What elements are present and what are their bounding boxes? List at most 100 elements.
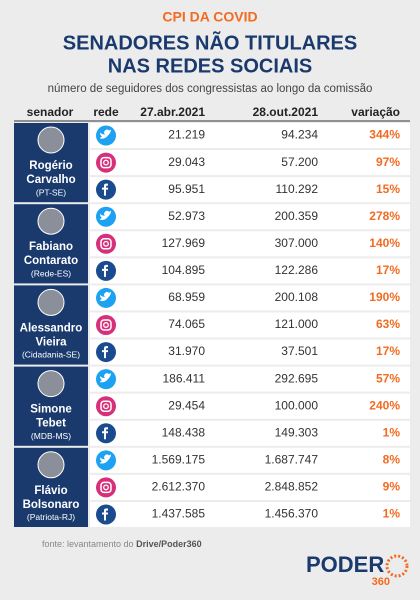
kicker: CPI DA COVID — [162, 9, 257, 25]
logo-sub: 360 — [372, 576, 390, 588]
subtitle: número de seguidores dos congressistas a… — [48, 83, 373, 95]
senator-party: (Cidadania-SE) — [22, 350, 80, 360]
variation: 57% — [376, 371, 400, 385]
icon-glyph — [100, 400, 112, 412]
follower-count: 29.043 — [168, 155, 205, 169]
senator-name: Fabiano — [29, 241, 73, 253]
row-bg — [90, 312, 410, 338]
row-bg — [90, 204, 410, 230]
follower-count: 1.456.370 — [265, 507, 319, 521]
title: NAS REDES SOCIAIS — [108, 55, 312, 77]
icon-glyph — [103, 159, 109, 166]
row-bg — [90, 501, 410, 527]
column-header: senador — [27, 105, 74, 119]
icon-glyph — [102, 183, 108, 196]
follower-count: 74.065 — [168, 317, 205, 331]
follower-count: 100.000 — [275, 398, 319, 412]
row-bg — [90, 420, 410, 446]
senator-party: (Rede-ES) — [31, 268, 71, 278]
icon-glyph — [100, 291, 111, 302]
network-icon — [96, 477, 116, 498]
variation: 17% — [376, 263, 400, 277]
follower-count: 95.951 — [168, 182, 205, 196]
senator-photo — [37, 126, 65, 154]
variation: 278% — [369, 209, 400, 223]
column-header: rede — [93, 105, 119, 119]
follower-count: 1.687.747 — [265, 453, 319, 467]
senator-party: (Patriota-RJ) — [27, 512, 75, 522]
row-bg — [90, 339, 410, 365]
follower-count: 104.895 — [162, 263, 206, 277]
senator-name: Flávio — [34, 485, 67, 497]
variation: 190% — [369, 290, 400, 304]
variation: 344% — [369, 128, 400, 142]
senator-photo — [37, 451, 65, 479]
follower-count: 148.438 — [162, 425, 206, 439]
variation: 1% — [383, 425, 401, 439]
network-icon — [96, 396, 116, 417]
title: SENADORES NÃO TITULARES — [63, 31, 357, 54]
icon-glyph — [100, 454, 111, 464]
senator-name: Tebet — [36, 418, 66, 430]
row-bg — [90, 393, 410, 419]
follower-count: 1.569.175 — [152, 453, 206, 467]
row-bg — [90, 177, 410, 203]
follower-count: 29.454 — [168, 398, 205, 412]
follower-count: 307.000 — [275, 236, 319, 250]
follower-count: 21.219 — [168, 128, 205, 142]
senator-party: (PT-SE) — [36, 187, 66, 197]
follower-count: 31.970 — [168, 344, 205, 358]
senator-name: Carvalho — [26, 174, 75, 186]
row-bg — [90, 285, 410, 311]
variation: 1% — [383, 507, 401, 521]
row-bg — [90, 474, 410, 500]
column-header: 28.out.2021 — [253, 105, 319, 119]
senator-photo — [37, 207, 65, 235]
senator-photo — [37, 370, 65, 398]
variation: 97% — [376, 155, 400, 169]
senator-name: Simone — [30, 404, 72, 416]
icon-glyph — [103, 403, 109, 410]
row-bg — [90, 150, 410, 176]
icon-glyph — [100, 210, 111, 220]
icon-glyph — [100, 156, 112, 169]
variation: 140% — [369, 236, 400, 250]
icon-glyph — [102, 264, 108, 277]
variation: 240% — [369, 398, 400, 412]
network-icon — [96, 152, 116, 173]
senator-name: Bolsonaro — [23, 499, 80, 511]
icon-glyph — [100, 238, 112, 250]
column-header: 27.abr.2021 — [140, 105, 205, 119]
row-bg — [90, 447, 410, 473]
icon-glyph — [100, 481, 112, 494]
follower-count: 186.411 — [163, 371, 206, 385]
row-bg — [90, 123, 410, 149]
variation: 8% — [383, 453, 401, 467]
icon-glyph — [100, 319, 112, 331]
variation: 15% — [376, 182, 400, 196]
network-icon — [96, 315, 116, 335]
variation: 9% — [383, 480, 401, 494]
follower-count: 200.108 — [275, 290, 319, 304]
senator-photo — [37, 288, 65, 316]
follower-count: 2.612.370 — [152, 480, 206, 494]
row-bg — [90, 258, 410, 284]
source: fonte: levantamento do Drive/Poder360 — [42, 539, 202, 549]
follower-count: 52.973 — [168, 209, 205, 223]
row-bg — [90, 231, 410, 257]
variation: 17% — [376, 344, 400, 358]
follower-count: 149.303 — [275, 425, 319, 439]
follower-count: 68.959 — [168, 290, 205, 304]
follower-count: 127.969 — [162, 236, 206, 250]
icon-glyph — [102, 346, 108, 359]
follower-count: 1.437.585 — [152, 507, 206, 521]
senator-name: Alessandro — [20, 322, 83, 334]
column-header: variação — [351, 105, 400, 119]
variation: 63% — [376, 317, 400, 331]
senator-name: Rogério — [29, 160, 72, 172]
network-icon — [96, 233, 116, 254]
icon-glyph — [103, 322, 109, 328]
icon-glyph — [102, 508, 108, 521]
follower-count: 200.359 — [275, 209, 319, 223]
